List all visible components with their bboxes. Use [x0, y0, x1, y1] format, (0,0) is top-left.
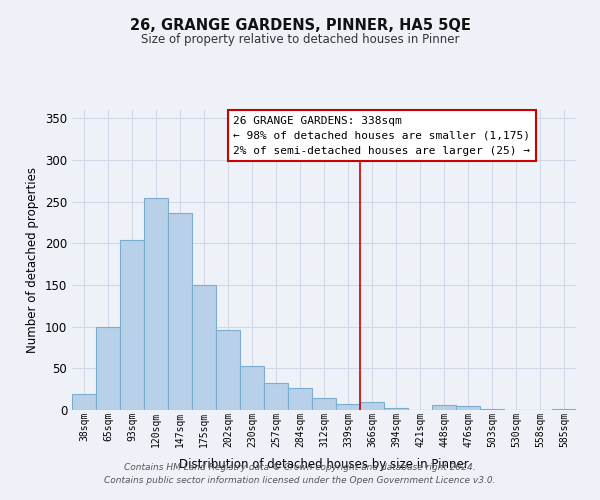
Text: Contains HM Land Registry data © Crown copyright and database right 2024.
Contai: Contains HM Land Registry data © Crown c… [104, 464, 496, 485]
Bar [288, 388, 312, 410]
Bar [552, 409, 576, 410]
Bar [456, 406, 480, 410]
Bar [168, 214, 192, 410]
Bar [96, 326, 120, 410]
Bar [312, 398, 336, 410]
Bar [240, 366, 264, 410]
Bar [432, 405, 456, 410]
Bar [336, 404, 360, 410]
Text: 26 GRANGE GARDENS: 338sqm
← 98% of detached houses are smaller (1,175)
2% of sem: 26 GRANGE GARDENS: 338sqm ← 98% of detac… [233, 116, 530, 156]
Bar [264, 382, 288, 410]
Y-axis label: Number of detached properties: Number of detached properties [26, 167, 40, 353]
Bar [216, 330, 240, 410]
Bar [384, 408, 408, 410]
Bar [120, 240, 144, 410]
Bar [480, 409, 504, 410]
Text: Size of property relative to detached houses in Pinner: Size of property relative to detached ho… [141, 32, 459, 46]
Bar [192, 285, 216, 410]
Bar [144, 198, 168, 410]
Bar [72, 394, 96, 410]
Text: 26, GRANGE GARDENS, PINNER, HA5 5QE: 26, GRANGE GARDENS, PINNER, HA5 5QE [130, 18, 470, 32]
Bar [360, 402, 384, 410]
X-axis label: Distribution of detached houses by size in Pinner: Distribution of detached houses by size … [179, 458, 469, 471]
